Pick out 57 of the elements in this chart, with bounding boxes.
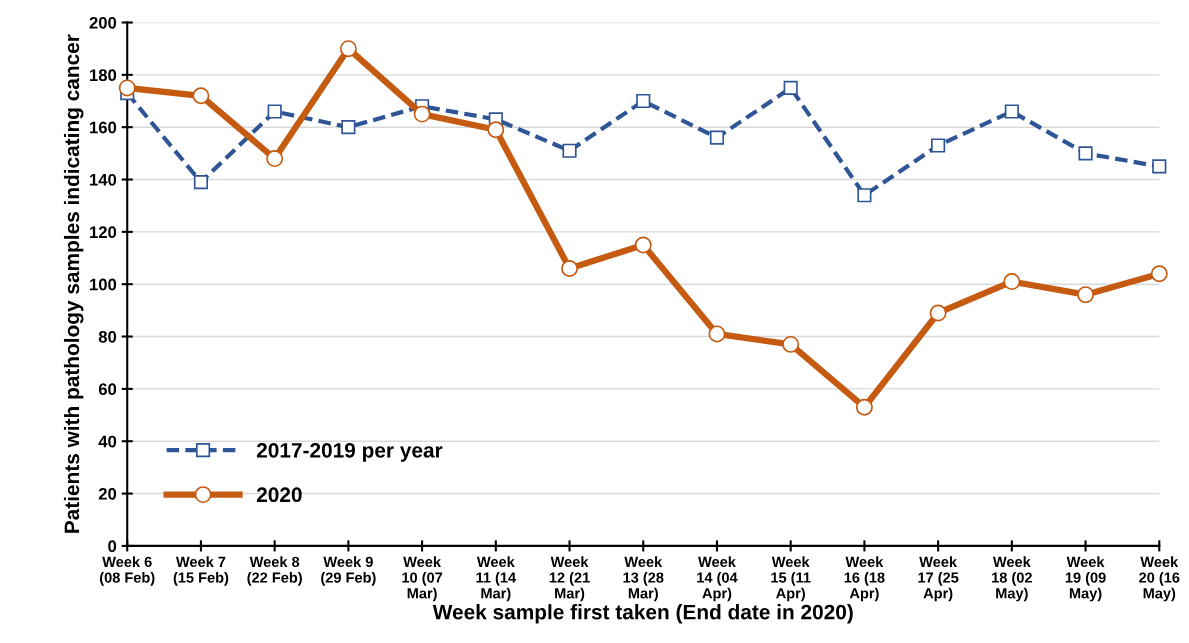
x-tick-label: Week 13 (28 Mar) [623,556,664,602]
point [782,335,800,353]
point [118,79,136,97]
x-tick-label: Week 20 (16 May) [1139,556,1180,602]
point [193,175,209,190]
point [1150,265,1168,283]
y-tick-label: 40 [98,435,117,448]
point [562,143,577,158]
x-tick-label: Week 17 (25 Apr) [918,556,959,602]
y-tick-label: 100 [90,278,117,291]
point [487,121,505,139]
x-tick-label: Week 7 (15 Feb) [173,556,229,586]
point [709,130,725,145]
x-axis-title: Week sample first taken (End date in 2020) [432,604,853,624]
legend-label: 2020 [256,487,302,503]
y-axis-title: Patients with pathology samples indicating cancer [63,34,84,533]
x-tick-label: Week 8 (22 Feb) [247,556,302,586]
y-tick-label: 180 [90,69,117,82]
point [634,236,652,254]
legend-label: 2017-2019 per year [256,442,443,462]
point [708,325,726,343]
point [855,398,873,416]
point [1003,273,1021,291]
x-tick-label: Week 12 (21 Mar) [549,556,590,602]
point [192,87,210,105]
x-tick-label: Week 11 (14 Mar) [476,556,517,602]
point [929,304,947,322]
y-tick-label: 20 [98,487,117,500]
x-tick-label: Week 16 (18 Apr) [844,556,885,602]
point [636,93,651,109]
point [1004,104,1019,119]
y-tick-label: 140 [90,173,117,186]
point [341,120,356,135]
x-tick-label: Week 9 (29 Feb) [321,556,376,586]
y-tick-label: 0 [108,540,117,553]
point [857,188,872,203]
point [931,138,946,153]
point [266,150,284,168]
y-tick-label: 120 [90,226,117,239]
point [339,40,357,58]
y-tick-label: 160 [90,121,117,134]
x-tick-label: Week 10 (07 Mar) [402,556,443,602]
y-tick-label: 80 [98,330,117,343]
x-tick-label: Week 19 (09 May) [1065,556,1106,602]
point [1077,286,1095,304]
point [561,260,579,277]
y-tick-label: 200 [89,16,117,29]
x-tick-label: Week 14 (04 Apr) [697,556,738,602]
point [1078,146,1093,161]
x-tick-label: Week 15 (11 Apr) [771,556,811,602]
point [783,80,798,96]
point [267,104,282,119]
point [1152,159,1167,174]
x-tick-label: Week 18 (02 May) [992,556,1032,602]
point [413,105,431,123]
x-tick-label: Week 6 (08 Feb) [100,556,155,586]
y-tick-label: 60 [98,383,117,396]
